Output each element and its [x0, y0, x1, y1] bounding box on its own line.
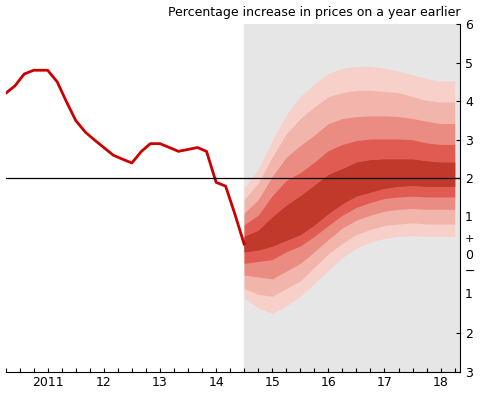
Text: Percentage increase in prices on a year earlier: Percentage increase in prices on a year … [168, 6, 460, 19]
Text: 1: 1 [465, 288, 473, 301]
Text: 1: 1 [465, 211, 473, 224]
Text: −: − [465, 265, 475, 278]
Text: +: + [465, 235, 474, 245]
Bar [244, 24, 460, 372]
Text: 0: 0 [465, 249, 473, 262]
